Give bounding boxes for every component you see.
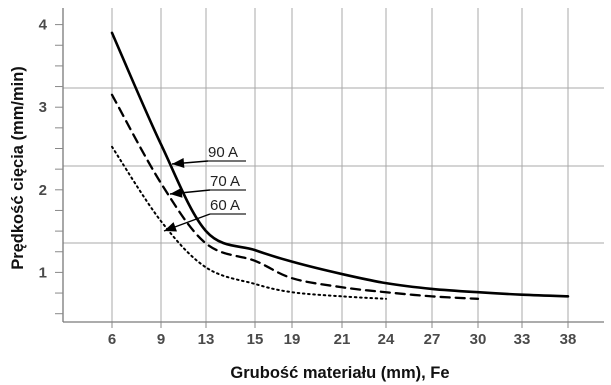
x-tick-label: 19 — [284, 331, 301, 348]
y-tick-label: 3 — [39, 99, 47, 116]
y-tick-label: 1 — [39, 264, 47, 281]
legend-arrowhead — [170, 187, 183, 198]
x-tick-label: 6 — [108, 331, 116, 348]
series-line — [110, 93, 480, 300]
series-lines — [110, 31, 570, 300]
y-axis-title: Prędkość cięcia (mm/min) — [9, 66, 27, 270]
legend-arrowhead — [164, 222, 177, 232]
x-tick-label: 9 — [157, 331, 165, 348]
x-tick-label: 38 — [560, 331, 577, 348]
x-axis-title: Grubość materiału (mm), Fe — [230, 364, 449, 382]
x-tick-label: 24 — [378, 331, 395, 348]
legend-label: 60 A — [210, 197, 240, 214]
x-tick-label: 13 — [198, 331, 215, 348]
y-tick-label: 4 — [39, 17, 48, 34]
x-tick-label: 27 — [424, 331, 441, 348]
x-tick-label: 15 — [247, 331, 264, 348]
x-tick-label: 21 — [334, 331, 351, 348]
legend-label: 90 A — [208, 144, 238, 161]
legend-label: 70 A — [210, 173, 240, 190]
legend: 90 A 70 A 60 A — [163, 144, 246, 232]
series-line — [111, 145, 387, 300]
tick-labels: 6 9 13 15 19 21 24 27 30 33 38 1 2 3 4 — [39, 17, 577, 348]
grid — [55, 8, 604, 328]
series-line — [110, 31, 570, 298]
x-tick-label: 30 — [470, 331, 487, 348]
x-tick-label: 33 — [514, 331, 531, 348]
legend-arrowhead — [172, 158, 185, 168]
y-tick-label: 2 — [39, 182, 47, 199]
